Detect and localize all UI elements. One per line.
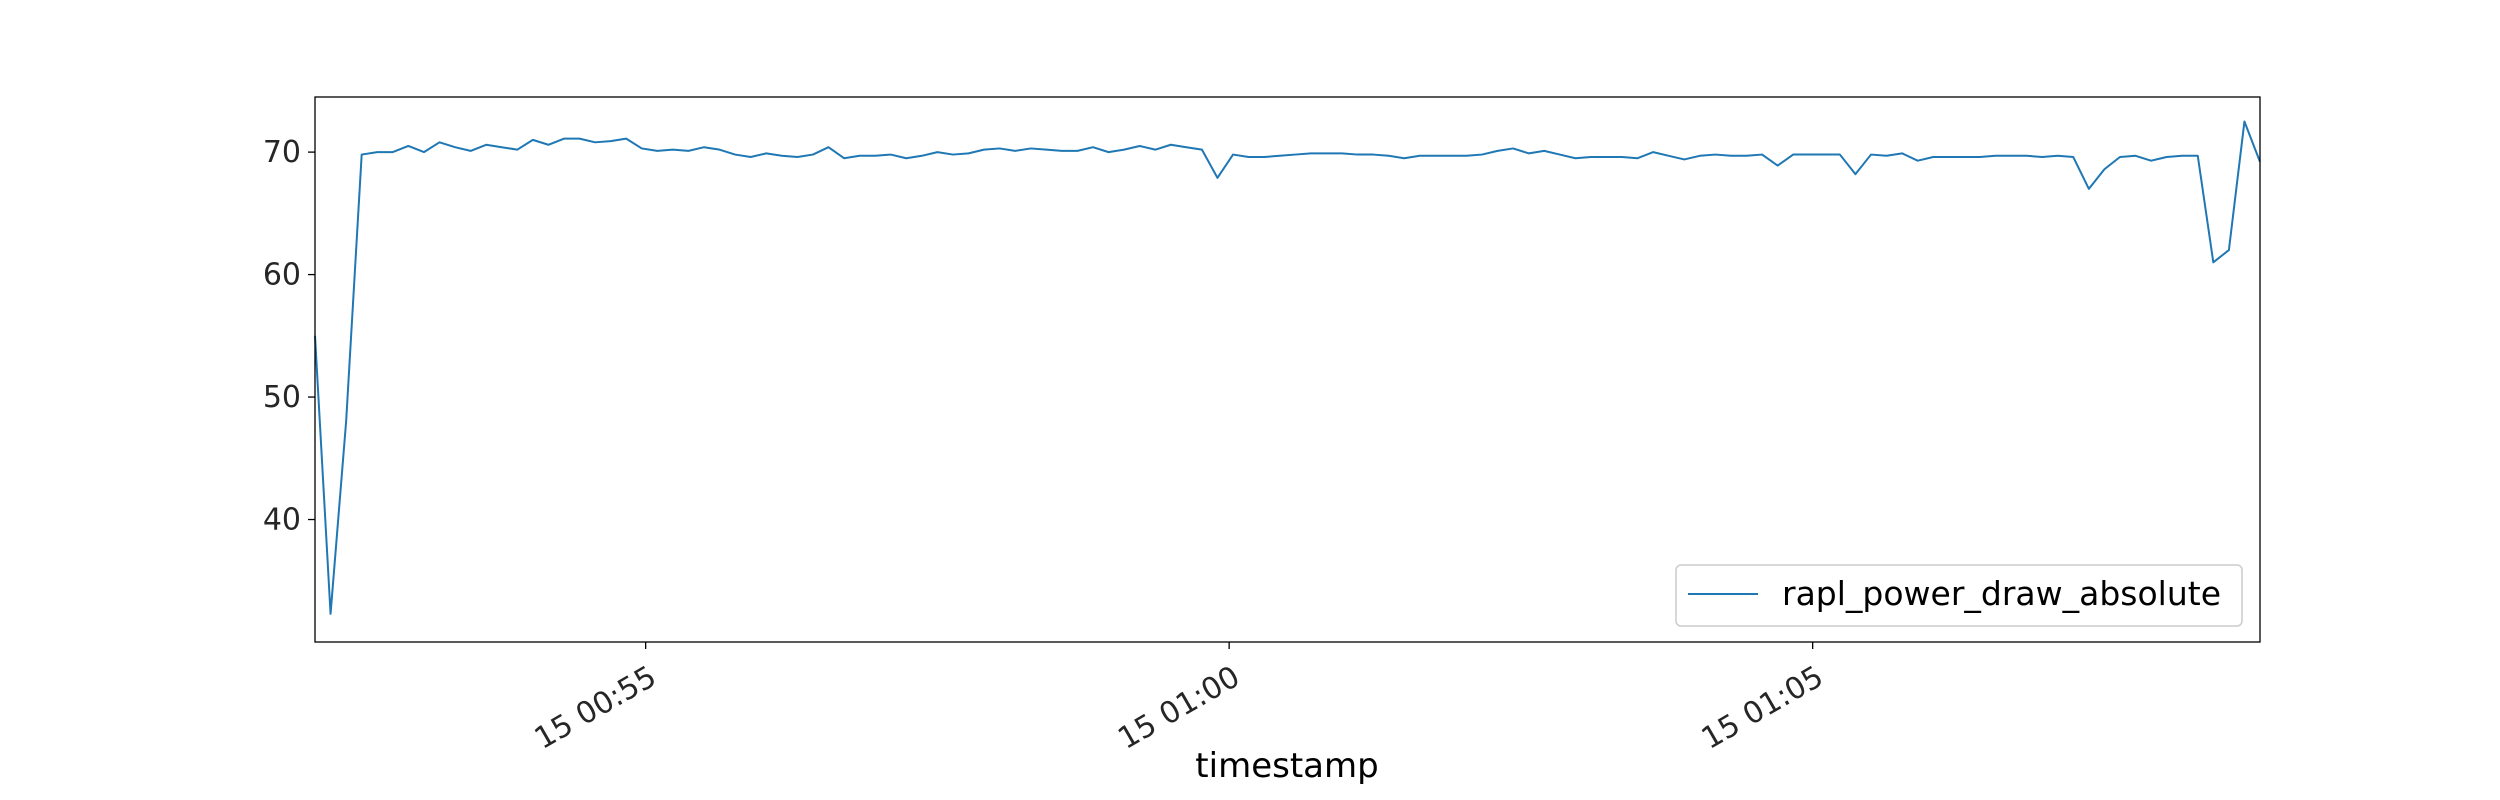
y-tick-label-2: 60 [263,258,301,293]
legend-label: rapl_power_draw_absolute [1782,574,2221,613]
x-tick-label-0: 15 00:55 [529,659,663,756]
x-tick-label-1: 15 01:00 [1112,659,1246,756]
y-tick-label-3: 70 [263,135,301,170]
x-ticks-layer: 15 00:55 15 01:00 15 01:05 [529,642,1830,757]
y-ticks-layer: 40 50 60 70 [263,135,315,538]
series-layer [314,120,2261,615]
y-tick-label-1: 50 [263,380,301,415]
legend-box [1675,564,2243,627]
x-tick-label-2: 15 01:05 [1696,659,1830,756]
plot-frame [314,96,2261,643]
x-axis-title: timestamp [1195,746,1378,786]
series-line-0 [314,120,2261,615]
plot-area [315,97,2260,642]
legend: rapl_power_draw_absolute [1675,564,2243,627]
y-tick-label-0: 40 [263,503,301,538]
